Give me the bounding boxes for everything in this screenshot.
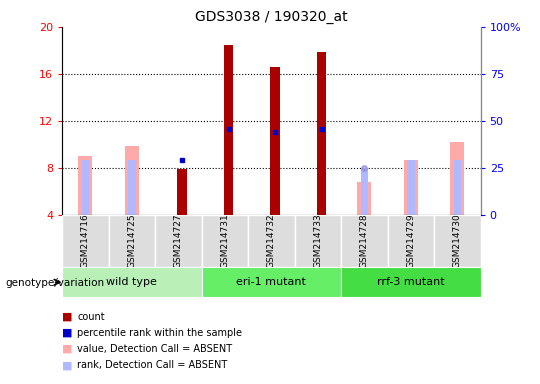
Text: GSM214728: GSM214728 (360, 214, 369, 268)
Title: GDS3038 / 190320_at: GDS3038 / 190320_at (195, 10, 348, 25)
Bar (407, 160, 415, 215)
Bar (317, 51, 326, 215)
Bar (361, 168, 368, 215)
Text: GSM214733: GSM214733 (313, 214, 322, 268)
Text: GSM214725: GSM214725 (127, 214, 136, 268)
Bar (404, 160, 418, 215)
Text: wild type: wild type (106, 277, 157, 287)
Text: GSM214730: GSM214730 (453, 214, 462, 268)
Text: ■: ■ (62, 312, 72, 322)
Bar (271, 67, 280, 215)
Bar (78, 156, 92, 215)
Bar (62, 268, 201, 297)
Bar (224, 45, 233, 215)
Bar (434, 215, 481, 267)
Bar (201, 215, 248, 267)
Bar (341, 268, 481, 297)
Text: rank, Detection Call = ABSENT: rank, Detection Call = ABSENT (77, 360, 227, 370)
Bar (388, 215, 434, 267)
Text: rrf-3 mutant: rrf-3 mutant (377, 277, 444, 287)
Bar (178, 169, 187, 215)
Bar (248, 215, 295, 267)
Bar (341, 215, 388, 267)
Bar (82, 160, 89, 215)
Text: ■: ■ (62, 360, 72, 370)
Text: GSM214716: GSM214716 (81, 214, 90, 268)
Text: value, Detection Call = ABSENT: value, Detection Call = ABSENT (77, 344, 232, 354)
Bar (450, 142, 464, 215)
Text: count: count (77, 312, 105, 322)
Bar (201, 268, 341, 297)
Bar (125, 146, 139, 215)
Text: genotype/variation: genotype/variation (5, 278, 105, 288)
Text: eri-1 mutant: eri-1 mutant (237, 277, 306, 287)
Bar (454, 160, 461, 215)
Bar (357, 182, 372, 215)
Bar (155, 215, 201, 267)
Text: GSM214732: GSM214732 (267, 214, 276, 268)
Bar (128, 160, 136, 215)
Bar (109, 215, 155, 267)
Text: GSM214727: GSM214727 (174, 214, 183, 268)
Text: percentile rank within the sample: percentile rank within the sample (77, 328, 242, 338)
Text: GSM214729: GSM214729 (407, 214, 415, 268)
Text: ■: ■ (62, 344, 72, 354)
Bar (295, 215, 341, 267)
Text: GSM214731: GSM214731 (220, 214, 230, 268)
Text: ■: ■ (62, 328, 72, 338)
Bar (62, 215, 109, 267)
